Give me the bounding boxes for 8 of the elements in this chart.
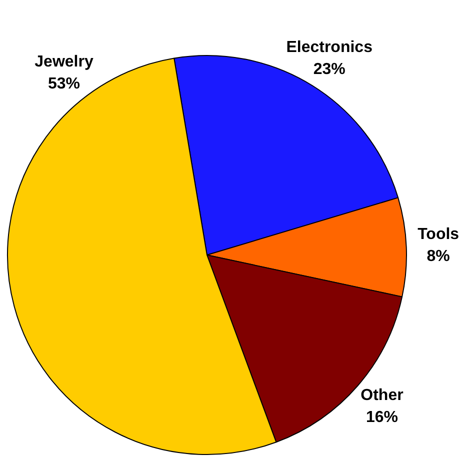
slice-label: Other	[360, 386, 404, 404]
data-label: 16%	[366, 408, 398, 426]
slice-label: Jewelry	[34, 53, 94, 70]
data-label: 53%	[48, 75, 80, 92]
slice-label: Electronics	[286, 38, 373, 56]
slice-label: Tools	[418, 226, 460, 244]
data-label: 8%	[426, 248, 450, 266]
data-label: 23%	[313, 60, 346, 78]
